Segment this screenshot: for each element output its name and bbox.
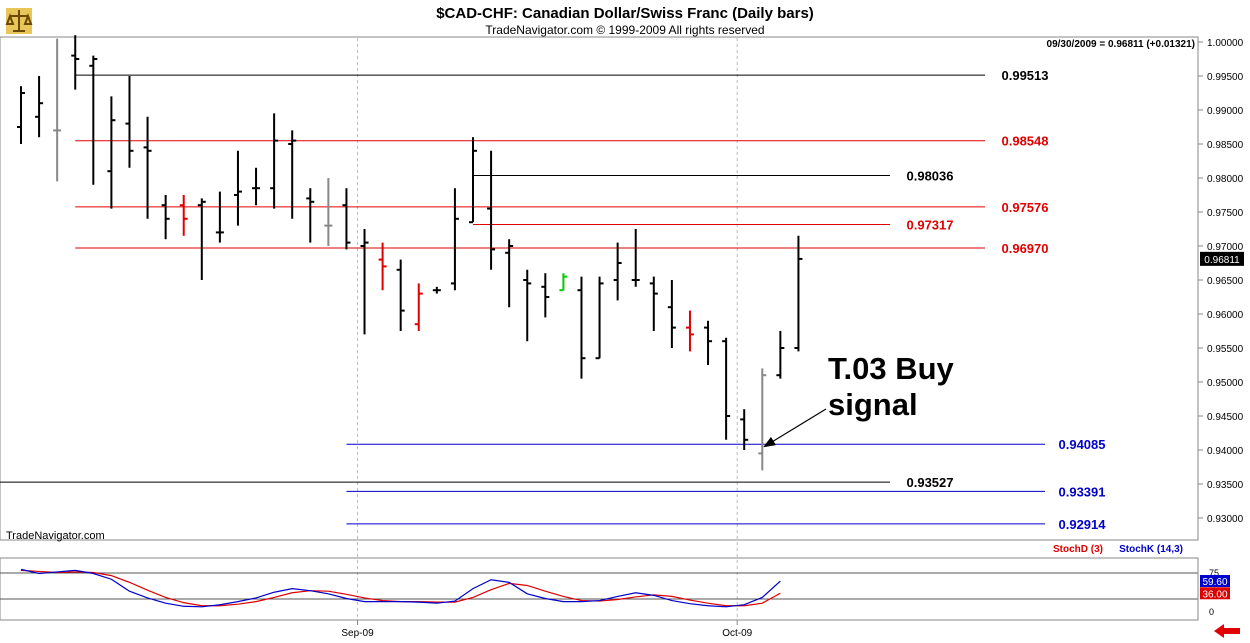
y-tick-label: 0.97500 bbox=[1207, 208, 1244, 219]
ohlc-bar bbox=[89, 55, 98, 185]
ohlc-bar bbox=[541, 273, 550, 318]
x-tick-label: Sep-09 bbox=[341, 628, 374, 639]
ind-tick-label: 75 bbox=[1209, 568, 1219, 578]
ohlc-bar bbox=[631, 229, 640, 287]
stochk-value: 59.60 bbox=[1202, 577, 1227, 588]
ohlc-bar bbox=[35, 76, 44, 138]
y-tick-label: 0.94500 bbox=[1207, 412, 1244, 423]
ohlc-bar bbox=[324, 178, 333, 246]
ohlc-bar bbox=[360, 229, 369, 335]
last-price-label: 0.96811 bbox=[1204, 255, 1240, 266]
last-price-box: 0.96811 bbox=[1200, 251, 1244, 266]
buy-signal-annotation: T.03 Buy signal bbox=[763, 351, 955, 448]
y-tick-label: 0.96500 bbox=[1207, 276, 1244, 287]
y-tick-label: 0.99000 bbox=[1207, 106, 1244, 117]
ohlc-bar bbox=[143, 116, 152, 219]
ohlc-bar bbox=[414, 283, 423, 331]
ohlc-bar bbox=[685, 310, 694, 352]
ohlc-bar bbox=[161, 195, 170, 240]
ohlc-bar bbox=[649, 276, 658, 331]
y-tick-label: 0.96000 bbox=[1207, 310, 1244, 321]
y-tick-label: 0.93500 bbox=[1207, 480, 1244, 491]
y-tick-label: 0.95500 bbox=[1207, 344, 1244, 355]
level-label: 0.98036 bbox=[907, 169, 954, 184]
ohlc-bar bbox=[487, 150, 496, 270]
ohlc-bar bbox=[704, 320, 713, 365]
ind-tick-label: 0 bbox=[1209, 607, 1214, 617]
ohlc-bar bbox=[306, 188, 315, 243]
stochk-value-box bbox=[1200, 575, 1230, 588]
level-label: 0.96970 bbox=[1002, 241, 1049, 256]
level-label: 0.97576 bbox=[1002, 200, 1049, 215]
ohlc-bar bbox=[432, 286, 441, 294]
level-label: 0.93527 bbox=[907, 475, 954, 490]
ohlc-bar bbox=[270, 113, 279, 209]
y-tick-label: 0.97000 bbox=[1207, 242, 1244, 253]
ohlc-bar bbox=[125, 76, 134, 168]
chart-subtitle: TradeNavigator.com © 1999-2009 All right… bbox=[485, 23, 764, 37]
x-tick-label: Oct-09 bbox=[722, 628, 752, 639]
y-tick-label: 0.98500 bbox=[1207, 140, 1244, 151]
ohlc-bar bbox=[107, 96, 116, 209]
legend-stochd: StochD (3) bbox=[1053, 544, 1103, 555]
ohlc-bar bbox=[71, 35, 80, 90]
ohlc-bar bbox=[523, 269, 532, 342]
stochk-line bbox=[20, 568, 781, 608]
level-label: 0.93391 bbox=[1059, 484, 1106, 499]
ohlc-bar bbox=[667, 280, 676, 348]
y-tick-label: 0.99500 bbox=[1207, 72, 1244, 83]
ohlc-bar bbox=[342, 188, 351, 250]
ohlc-bar bbox=[559, 273, 568, 292]
scroll-arrow-icon[interactable] bbox=[1213, 624, 1243, 638]
level-label: 0.99513 bbox=[1002, 68, 1049, 83]
ohlc-bar bbox=[233, 150, 242, 226]
y-tick-label: 0.95000 bbox=[1207, 378, 1244, 389]
level-label: 0.97317 bbox=[907, 217, 954, 232]
stochd-value-box bbox=[1200, 587, 1230, 600]
price-readout: 09/30/2009 = 0.96811 (+0.01321) bbox=[1047, 39, 1195, 50]
ohlc-bar bbox=[252, 167, 261, 206]
y-tick-label: 0.98000 bbox=[1207, 174, 1244, 185]
ohlc-bar bbox=[740, 409, 749, 450]
y-tick-label: 1.00000 bbox=[1207, 38, 1244, 49]
ohlc-bar bbox=[179, 195, 188, 236]
y-tick-label: 0.94000 bbox=[1207, 446, 1244, 457]
ohlc-bar bbox=[450, 188, 459, 291]
ohlc-bar bbox=[505, 239, 514, 308]
ohlc-bar bbox=[288, 130, 297, 219]
ohlc-bar bbox=[53, 38, 62, 182]
ohlc-bar bbox=[469, 137, 477, 224]
y-tick-label: 0.93000 bbox=[1207, 514, 1244, 525]
ohlc-bar bbox=[577, 276, 586, 379]
annotation-line-2: signal bbox=[828, 387, 918, 422]
watermark: TradeNavigator.com bbox=[6, 530, 105, 542]
annotation-arrow bbox=[763, 408, 827, 448]
chart-title: $CAD-CHF: Canadian Dollar/Swiss Franc (D… bbox=[436, 5, 814, 22]
ohlc-bar bbox=[595, 276, 604, 360]
ohlc-bar bbox=[197, 198, 206, 280]
annotation-line-1: T.03 Buy bbox=[828, 351, 955, 386]
ohlc-bar bbox=[215, 191, 224, 243]
level-label: 0.94085 bbox=[1059, 437, 1106, 452]
ohlc-bar bbox=[722, 337, 731, 440]
ohlc-bar bbox=[758, 368, 767, 471]
ohlc-bar bbox=[396, 259, 405, 331]
ohlc-bar bbox=[378, 242, 387, 291]
ohlc-bar bbox=[794, 235, 803, 352]
stochd-value: 36.00 bbox=[1202, 589, 1227, 600]
ohlc-bar bbox=[613, 242, 622, 301]
level-label: 0.98548 bbox=[1002, 134, 1049, 149]
legend-stochk: StochK (14,3) bbox=[1119, 544, 1183, 555]
level-label: 0.92914 bbox=[1059, 517, 1107, 532]
logo bbox=[5, 8, 33, 34]
ohlc-bar bbox=[776, 331, 785, 379]
ohlc-bar bbox=[17, 86, 25, 144]
